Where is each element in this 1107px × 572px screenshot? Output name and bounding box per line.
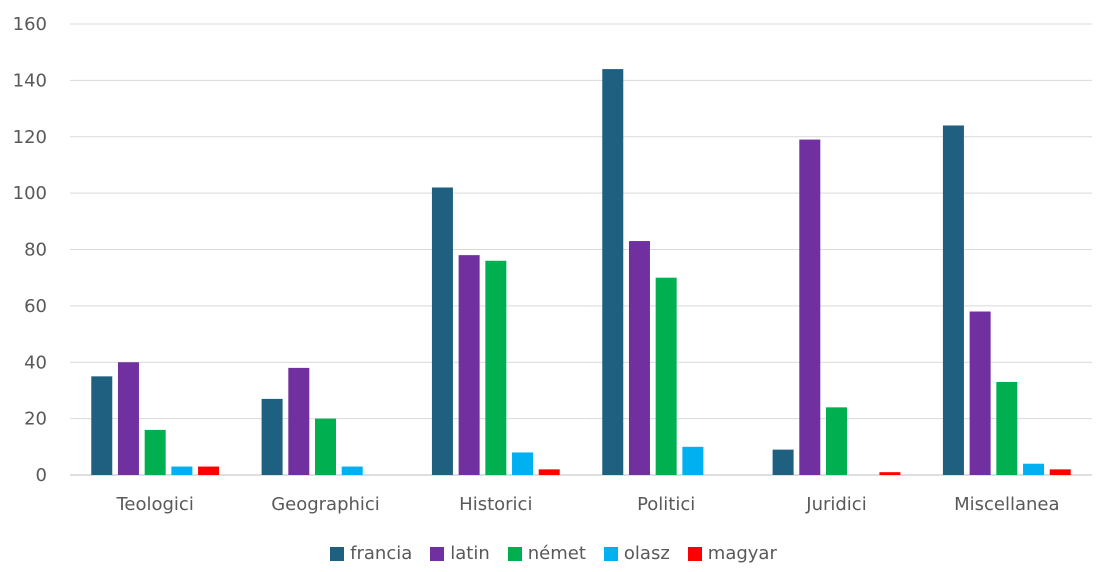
- bar-német-Juridici: [826, 407, 847, 475]
- bar-magyar-Juridici: [879, 472, 901, 475]
- legend-item: francia: [330, 543, 412, 564]
- legend-item: magyar: [687, 543, 777, 564]
- legend-label: latin: [450, 543, 490, 564]
- y-tick-label: 100: [13, 183, 47, 204]
- x-tick-label: Politici: [637, 494, 695, 515]
- x-tick-label: Juridici: [805, 494, 866, 515]
- y-tick-label: 160: [13, 14, 47, 35]
- y-tick-label: 140: [13, 70, 47, 91]
- bar-latin-Miscellanea: [969, 311, 991, 475]
- legend-swatch: [330, 546, 345, 561]
- bar-francia-Geographici: [261, 398, 283, 475]
- x-tick-label: Miscellanea: [954, 494, 1059, 515]
- gridlines: [70, 23, 1092, 476]
- legend-swatch: [603, 546, 618, 561]
- bar-magyar-Teologici: [198, 466, 220, 475]
- y-tick-label: 0: [36, 465, 47, 486]
- bar-latin-Geographici: [288, 367, 310, 475]
- x-tick-label: Teologici: [115, 494, 193, 515]
- x-tick-label: Geographici: [271, 494, 380, 515]
- bar-chart-svg: 0 20 40 60 80 100 120 140 160 Teologici Geographi…: [13, 14, 1092, 515]
- bars: [91, 69, 1071, 476]
- bar-francia-Juridici: [772, 449, 794, 475]
- bar-latin-Teologici: [117, 362, 139, 475]
- bar-latin-Politici: [628, 241, 650, 475]
- legend-label: német: [527, 543, 586, 564]
- y-tick-label: 20: [24, 409, 47, 430]
- bar-olasz-Miscellanea: [1023, 463, 1045, 475]
- bar-francia-Teologici: [91, 376, 113, 475]
- bar-francia-Politici: [602, 69, 624, 475]
- bar-német-Historici: [485, 260, 507, 475]
- bar-olasz-Geographici: [341, 466, 363, 475]
- bar-olasz-Teologici: [171, 466, 193, 475]
- y-axis-ticks: 0 20 40 60 80 100 120 140 160: [13, 14, 47, 486]
- legend-item: olasz: [603, 543, 670, 564]
- legend-label: francia: [350, 543, 413, 564]
- legend-label: olasz: [623, 543, 670, 564]
- bar-latin-Historici: [458, 255, 480, 475]
- y-tick-label: 120: [13, 127, 47, 148]
- legend-label: magyar: [707, 543, 777, 564]
- x-axis-ticks: Teologici Geographici Historici Politici Jur…: [115, 494, 1059, 515]
- y-tick-label: 60: [24, 296, 47, 317]
- legend-swatch: [687, 546, 702, 561]
- legend-swatch: [430, 546, 445, 561]
- legend-swatch: [507, 546, 522, 561]
- bar-német-Geographici: [315, 418, 336, 475]
- bar-latin-Juridici: [799, 139, 821, 475]
- bar-német-Teologici: [144, 429, 166, 475]
- legend-item: német: [507, 543, 586, 564]
- x-tick-label: Historici: [459, 494, 532, 515]
- bar-magyar-Miscellanea: [1049, 469, 1071, 475]
- bar-olasz-Politici: [682, 446, 704, 475]
- bar-olasz-Historici: [512, 452, 534, 475]
- y-tick-label: 40: [24, 352, 47, 373]
- bar-német-Miscellanea: [996, 381, 1018, 475]
- bar-francia-Miscellanea: [942, 125, 964, 475]
- bar-német-Politici: [655, 277, 677, 475]
- legend-item: latin: [430, 543, 490, 564]
- bar-francia-Historici: [431, 187, 453, 476]
- y-tick-label: 80: [24, 240, 47, 261]
- bar-magyar-Historici: [538, 469, 560, 475]
- legend: francia latin német olasz magyar: [0, 543, 1107, 564]
